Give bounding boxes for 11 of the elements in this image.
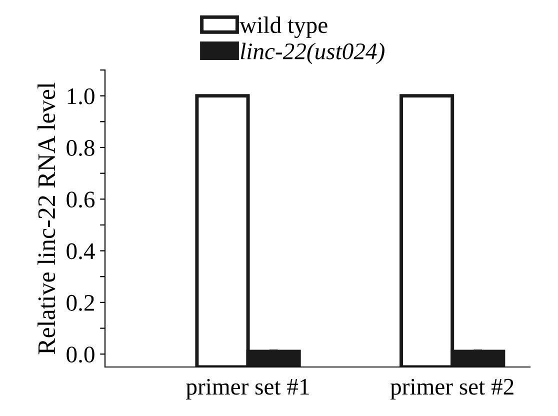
y-tick-label: 0.8 bbox=[66, 140, 94, 156]
y-tick-label: 0.4 bbox=[66, 243, 95, 260]
x-tick-label: primer set #1 bbox=[186, 378, 309, 400]
y-tick-label: 0.6 bbox=[66, 192, 95, 208]
y-tick-label: 1.0 bbox=[68, 88, 94, 104]
legend-label: linc-22(ust024) bbox=[240, 42, 384, 64]
y-axis-title: Relative linc-22 RNA level bbox=[38, 82, 56, 354]
y-tick-label: 0.0 bbox=[66, 346, 94, 363]
y-tick-label: 0.2 bbox=[66, 294, 94, 311]
x-tick-label: primer set #2 bbox=[390, 378, 514, 400]
legend-label: wild type bbox=[240, 16, 328, 38]
